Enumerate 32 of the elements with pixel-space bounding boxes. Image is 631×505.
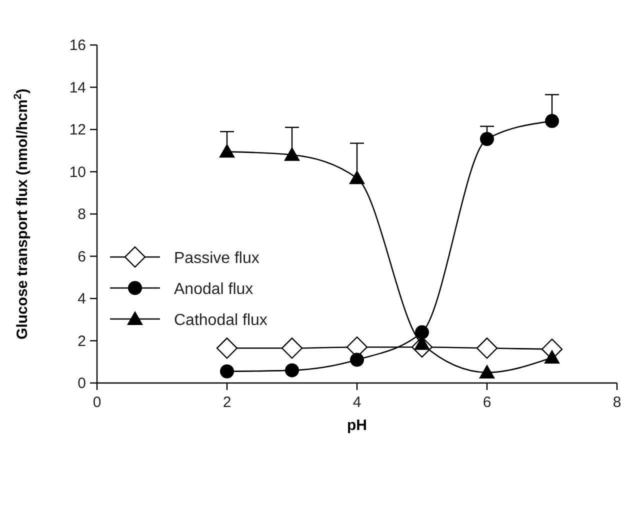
x-tick-label: 4 xyxy=(352,394,362,411)
x-tick-label: 6 xyxy=(482,394,492,411)
point xyxy=(480,132,494,146)
y-tick-label: 14 xyxy=(69,79,86,96)
point xyxy=(544,350,560,364)
point xyxy=(281,338,303,359)
legend-label: Anodal flux xyxy=(174,281,254,298)
point xyxy=(350,352,364,367)
point xyxy=(216,338,238,359)
point xyxy=(219,144,235,158)
y-tick-label: 12 xyxy=(69,122,86,138)
y-tick-label: 0 xyxy=(78,375,86,392)
x-tick-label: 8 xyxy=(612,394,622,411)
x-tick-label: 0 xyxy=(92,394,102,411)
point xyxy=(220,364,234,378)
x-tick-label: 2 xyxy=(222,394,232,411)
y-tick-label: 2 xyxy=(78,332,86,350)
legend-label: Passive flux xyxy=(174,250,260,267)
point xyxy=(479,364,495,378)
legend-label: Cathodal flux xyxy=(174,312,268,329)
point xyxy=(476,338,498,359)
y-tick-label: 8 xyxy=(78,206,86,223)
x-axis-title: pH xyxy=(347,417,367,434)
point xyxy=(545,114,559,128)
y-tick-label: 6 xyxy=(78,248,86,266)
y-tick-label: 4 xyxy=(78,290,86,308)
point xyxy=(285,363,299,378)
point xyxy=(415,325,429,340)
point xyxy=(349,170,365,184)
y-tick-label: 16 xyxy=(69,37,86,54)
y-tick-label: 10 xyxy=(69,164,86,181)
point xyxy=(284,146,300,161)
